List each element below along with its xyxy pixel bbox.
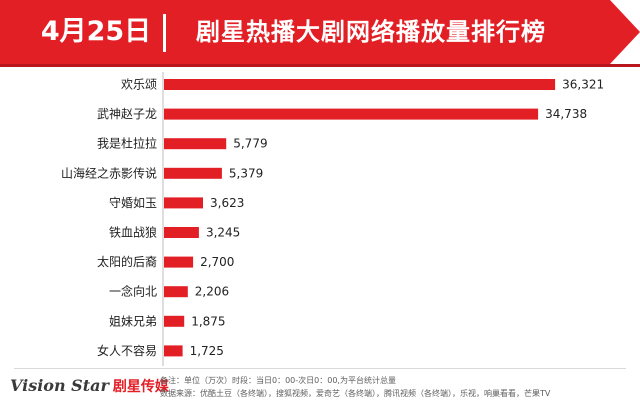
header-date: 4月25日 xyxy=(40,16,152,47)
header-arrow-notch xyxy=(610,0,640,64)
category-label: 守婚如玉 xyxy=(109,195,157,210)
value-label: 3,245 xyxy=(206,226,240,240)
category-label: 山海经之赤影传说 xyxy=(61,165,157,180)
bar xyxy=(164,315,185,327)
value-label: 36,321 xyxy=(562,78,604,92)
bar-chart: 欢乐颂 36,321 武神赵子龙 34,738 我是杜拉拉 5,779 山海经之赤影传说 5,… xyxy=(61,72,604,366)
value-label: 2,206 xyxy=(195,285,229,299)
header-banner xyxy=(0,0,640,64)
bar xyxy=(164,138,227,150)
value-label: 1,875 xyxy=(191,314,225,328)
category-label: 欢乐颂 xyxy=(121,77,157,92)
value-label: 3,623 xyxy=(210,196,244,210)
value-label: 34,738 xyxy=(545,107,587,121)
page-title: 剧星热播大剧网络播放量排行榜 xyxy=(196,18,546,46)
logo-text: Vision Star xyxy=(10,376,109,395)
bar xyxy=(164,197,203,209)
bar xyxy=(164,227,199,238)
value-label: 2,700 xyxy=(200,255,234,269)
category-label: 姐妹兄弟 xyxy=(109,314,157,328)
logo-cn-text: 剧星传媒 xyxy=(112,379,169,395)
bar xyxy=(164,167,222,179)
category-label: 一念向北 xyxy=(109,284,157,299)
value-label: 1,725 xyxy=(190,344,224,358)
value-label: 5,779 xyxy=(233,137,267,151)
category-label: 太阳的后裔 xyxy=(97,254,157,269)
footer-note: 备注：单位（万次）时段：当日0：00-次日0：00,为平台统计总量 数据来源：优… xyxy=(160,374,630,400)
category-label: 铁血战狼 xyxy=(109,225,157,240)
bar xyxy=(164,79,556,90)
bar xyxy=(164,108,539,120)
value-label: 5,379 xyxy=(229,166,263,180)
vision-star-logo: Vision Star 剧星传媒 xyxy=(10,376,169,406)
category-label: 我是杜拉拉 xyxy=(97,136,157,151)
bar xyxy=(164,286,188,298)
category-label: 武神赵子龙 xyxy=(97,107,157,121)
category-label: 女人不容易 xyxy=(97,343,157,358)
footer-note-line-2: 数据来源：优酷土豆（各终端），搜狐视频，爱奇艺（各终端），腾讯视频（各终端），乐… xyxy=(160,389,551,398)
header-rule xyxy=(0,64,640,67)
footer-divider xyxy=(14,368,626,369)
footer-note-line-1: 备注：单位（万次）时段：当日0：00-次日0：00,为平台统计总量 xyxy=(160,376,396,385)
header-divider xyxy=(163,14,166,52)
bar xyxy=(164,345,183,357)
bar xyxy=(164,256,194,268)
